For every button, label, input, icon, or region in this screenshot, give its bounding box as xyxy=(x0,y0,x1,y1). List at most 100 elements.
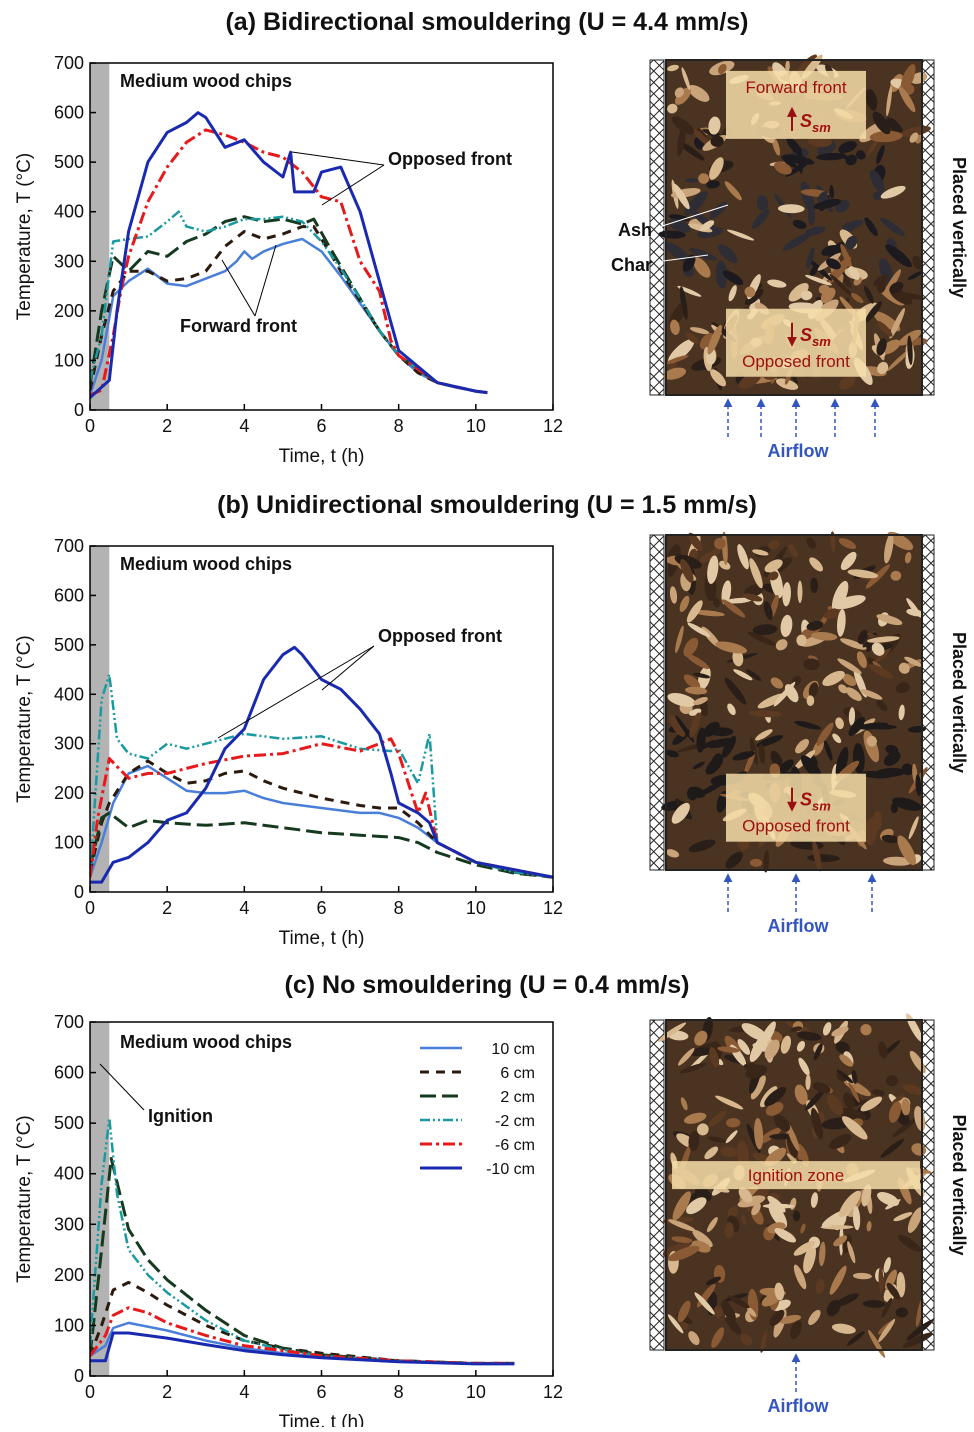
wood-chip xyxy=(785,60,790,73)
leader-line xyxy=(655,204,729,229)
wood-chip xyxy=(868,664,894,679)
airflow-label: Airflow xyxy=(768,441,830,461)
annotation: Opposed front xyxy=(388,149,512,169)
wood-chip xyxy=(838,141,857,154)
plot-frame xyxy=(89,62,554,411)
wood-chip xyxy=(812,1082,831,1094)
wood-chip xyxy=(862,1300,886,1308)
wood-chip xyxy=(835,746,849,779)
x-tick-label: 0 xyxy=(85,898,95,918)
wood-chip xyxy=(671,116,695,135)
wood-chip xyxy=(757,1127,782,1144)
wood-chip xyxy=(683,1112,707,1124)
annotation: Opposed front xyxy=(378,626,502,646)
x-tick-label: 4 xyxy=(239,416,249,436)
y-tick-label: 500 xyxy=(54,152,84,172)
wood-chip xyxy=(677,140,705,161)
wood-chip xyxy=(864,285,874,304)
wood-chip xyxy=(786,136,802,155)
wood-chip xyxy=(749,558,763,589)
wood-chip xyxy=(689,1047,714,1057)
wood-chip xyxy=(695,1186,712,1202)
x-tick-label: 6 xyxy=(316,416,326,436)
y-tick-label: 400 xyxy=(54,202,84,222)
wood-chip xyxy=(688,1130,700,1152)
wood-chip xyxy=(751,1203,761,1216)
wood-chip xyxy=(788,543,798,558)
wood-chip xyxy=(665,849,680,858)
wood-chip xyxy=(857,629,869,645)
wood-chip xyxy=(907,1207,923,1233)
y-tick-label: 700 xyxy=(54,53,84,73)
ash-label: Ash xyxy=(618,220,652,240)
x-tick-label: 2 xyxy=(162,898,172,918)
wood-chip xyxy=(657,1022,687,1042)
wood-chip xyxy=(737,544,749,570)
wood-chip xyxy=(793,1240,816,1256)
series-line xyxy=(90,128,488,397)
wood-chip xyxy=(881,1297,893,1318)
wood-chip xyxy=(704,1146,719,1160)
wood-chip xyxy=(891,1094,905,1104)
wood-chip xyxy=(890,570,902,581)
plot-frame xyxy=(89,1021,554,1377)
wood-chip xyxy=(669,586,678,604)
series-line xyxy=(90,1331,515,1366)
wood-chip xyxy=(752,549,769,556)
series-line xyxy=(90,210,488,394)
wood-chip xyxy=(709,201,728,219)
wood-chip xyxy=(728,285,737,302)
wood-chip xyxy=(902,1332,933,1348)
wood-chip xyxy=(896,1271,906,1298)
wood-chip xyxy=(829,184,835,199)
wood-chip xyxy=(774,161,792,175)
wood-chip xyxy=(764,1039,780,1060)
wood-chip xyxy=(693,696,708,705)
wood-chip xyxy=(709,1047,720,1068)
wood-chip xyxy=(876,338,887,356)
wood-chip xyxy=(847,1241,856,1264)
wood-chip xyxy=(752,624,778,636)
wood-chip xyxy=(866,1220,872,1232)
wood-chip xyxy=(665,242,691,263)
leader-line xyxy=(655,254,709,263)
wood-chip xyxy=(710,369,727,387)
wood-chip xyxy=(750,1075,766,1100)
wood-chip xyxy=(906,1319,934,1341)
wood-chip xyxy=(663,367,687,380)
leader-line xyxy=(99,1063,145,1111)
wood-chip xyxy=(915,774,922,796)
plot-frame xyxy=(89,545,554,893)
wood-chip xyxy=(904,551,912,564)
rate-symbol-main: S xyxy=(800,325,812,345)
wood-chip xyxy=(878,1041,888,1059)
wood-chip xyxy=(686,1197,707,1215)
legend-label: 10 cm xyxy=(491,1041,535,1058)
wood-chip xyxy=(898,704,905,721)
wood-chip xyxy=(692,1229,713,1248)
wood-chip xyxy=(683,637,699,657)
chart-title: (b) Unidirectional smouldering (U = 1.5 … xyxy=(217,491,757,519)
wood-chip xyxy=(898,86,916,113)
wood-chip xyxy=(767,279,787,288)
wood-chip xyxy=(726,1118,741,1128)
x-axis-label: Time, t (h) xyxy=(279,928,365,949)
y-tick-label: 300 xyxy=(54,1214,84,1234)
y-tick-label: 0 xyxy=(74,1366,84,1386)
wood-chip xyxy=(885,1075,899,1087)
wood-chip xyxy=(886,348,912,372)
wood-chip xyxy=(686,787,698,801)
wood-chip xyxy=(788,282,809,302)
annotation: Medium wood chips xyxy=(120,71,292,91)
wood-chip xyxy=(758,743,766,764)
series-line xyxy=(90,673,553,879)
wood-chip xyxy=(805,274,832,286)
series-line xyxy=(90,215,488,395)
wood-chip xyxy=(884,269,902,296)
wood-chip xyxy=(794,720,822,730)
legend-label: 2 cm xyxy=(500,1089,535,1106)
legend-label: -6 cm xyxy=(495,1137,535,1154)
wood-chip xyxy=(872,111,891,135)
wood-chip xyxy=(806,537,817,550)
wood-chip xyxy=(816,722,834,746)
